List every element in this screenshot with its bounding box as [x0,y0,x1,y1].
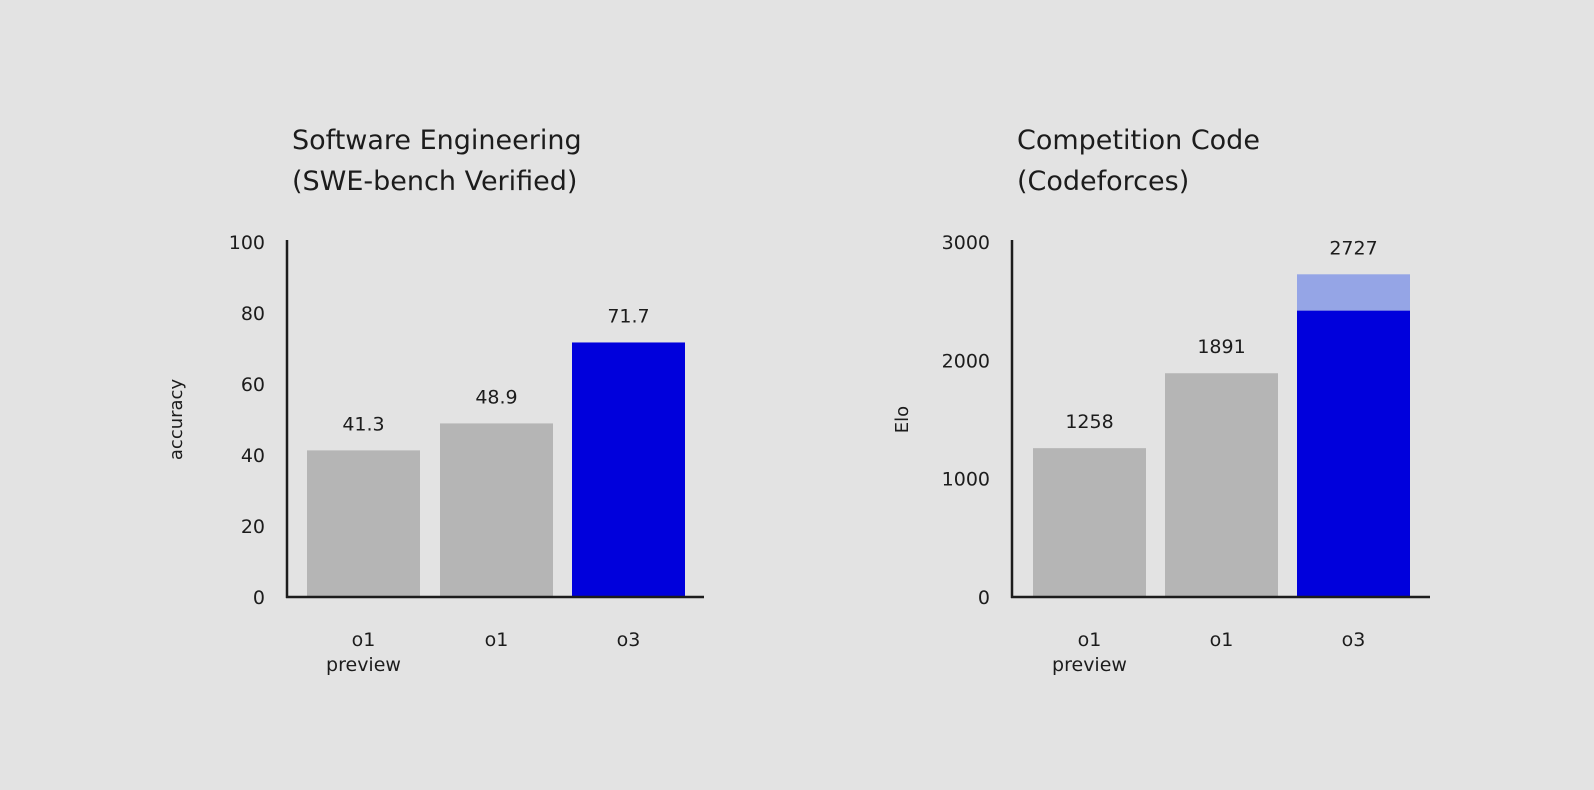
bar [572,342,685,597]
y-tick-label: 0 [253,587,265,609]
y-tick-label: 3000 [942,232,990,254]
y-tick-label: 60 [241,374,265,396]
y-tick-label: 2000 [942,350,990,372]
x-category-label: o3 [617,629,641,651]
bar [1297,310,1410,597]
bar-value-label: 1258 [1065,411,1113,433]
y-tick-label: 20 [241,516,265,538]
x-category-label: preview [1052,654,1127,676]
bar-value-label: 48.9 [475,386,517,408]
bar-value-label: 41.3 [342,413,384,435]
bar [307,450,420,597]
y-tick-label: 80 [241,303,265,325]
bar [1165,373,1278,597]
codeforces-chart: Competition Code (Codeforces) Elo 0 1000 2000… [892,125,1430,676]
bar-top-segment [1297,274,1410,311]
y-tick-label: 100 [229,232,265,254]
chart-title-line: (SWE-bench Verified) [292,166,577,197]
x-category-label: o3 [1342,629,1366,651]
x-category-label: o1 [1078,629,1102,651]
y-axis-label: Elo [892,406,913,433]
swe-bench-chart: Software Engineering (SWE-bench Verified)… [166,125,704,676]
y-tick-label: 40 [241,445,265,467]
x-category-label: o1 [1210,629,1234,651]
chart-title-line: Competition Code [1017,125,1260,156]
x-category-label: preview [326,654,401,676]
y-tick-label: 0 [978,587,990,609]
x-category-label: o1 [352,629,376,651]
bar [440,423,553,597]
bar-value-label: 1891 [1197,336,1245,358]
y-tick-label: 1000 [942,469,990,491]
bar-value-label: 71.7 [607,305,649,327]
bar [1033,448,1146,597]
x-category-label: o1 [485,629,509,651]
y-axis-label: accuracy [166,379,187,461]
bar-value-label: 2727 [1329,237,1377,259]
chart-title-line: (Codeforces) [1017,166,1189,197]
chart-title-line: Software Engineering [292,125,582,156]
